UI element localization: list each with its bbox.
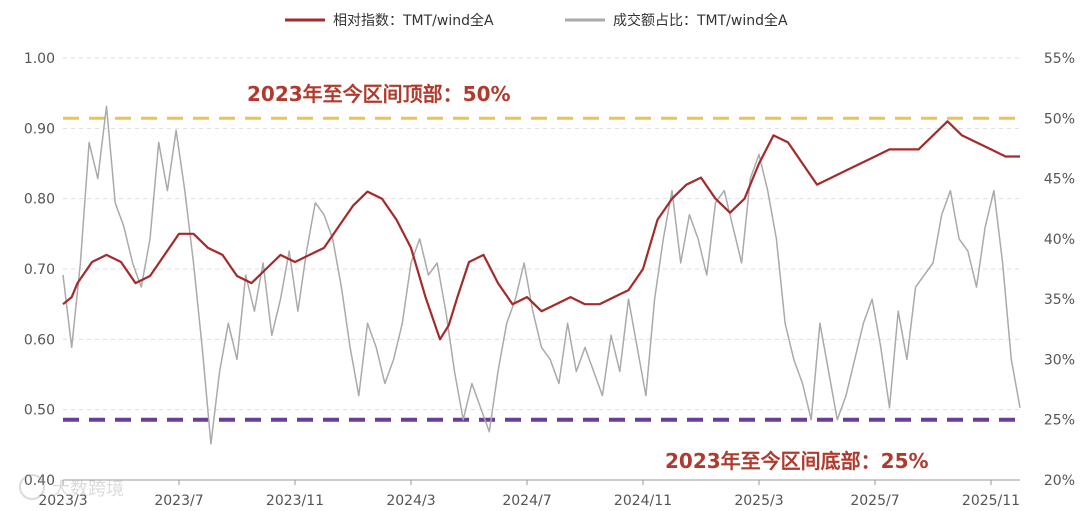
y-left-tick-label: 0.70 [24, 262, 55, 278]
x-tick-label: 2023/7 [154, 493, 203, 509]
x-tick-label: 2024/7 [502, 493, 551, 509]
y-right-tick-label: 45% [1044, 172, 1075, 188]
series-turnover-share [62, 105, 1021, 445]
y-right-tick-label: 35% [1044, 292, 1075, 308]
axes: 0.40 0.50 0.60 0.70 0.80 0.90 1.00 20% 25% 30% 35%… [24, 51, 1075, 509]
watermark: 大数跨境 [19, 474, 124, 500]
y-right-tick-label: 50% [1044, 111, 1075, 127]
y-right-tick-label: 20% [1044, 473, 1075, 489]
series-line [62, 105, 1021, 445]
x-tick-label: 2025/7 [850, 493, 899, 509]
y-right-tick-label: 30% [1044, 352, 1075, 368]
y-left-tick-label: 0.90 [24, 121, 55, 137]
x-tick-label: 2025/11 [962, 493, 1020, 509]
x-tick-label: 2024/3 [386, 493, 435, 509]
legend-label: 相对指数：TMT/wind全A [333, 12, 494, 29]
y-left-tick-label: 0.50 [24, 403, 55, 419]
reference-lines [63, 116, 1020, 422]
series-relative-index [62, 120, 1020, 341]
y-right-tick-label: 40% [1044, 232, 1075, 248]
y-left-tick-label: 0.60 [24, 332, 55, 348]
grid [63, 57, 1020, 481]
x-tick-label: 2023/11 [266, 493, 324, 509]
y-left-tick-label: 1.00 [24, 51, 55, 67]
annotation-bottom-label: 2023年至今区间底部：25% [665, 449, 929, 473]
watermark-text: 大数跨境 [52, 479, 124, 500]
series-line [62, 120, 1020, 341]
x-tick-label: 2024/11 [614, 493, 672, 509]
annotation-top-label: 2023年至今区间顶部：50% [247, 82, 511, 106]
legend: 相对指数：TMT/wind全A 成交额占比：TMT/wind全A [285, 12, 788, 29]
x-tick-label: 2025/3 [734, 493, 783, 509]
x-tick-label: 2023/3 [38, 493, 87, 509]
watermark-logo-icon [19, 474, 45, 500]
y-right-tick-label: 25% [1044, 413, 1075, 429]
y-right-tick-label: 55% [1044, 51, 1075, 67]
legend-label: 成交额占比：TMT/wind全A [613, 12, 788, 29]
y-left-tick-label: 0.40 [24, 473, 55, 489]
y-left-tick-label: 0.80 [24, 192, 55, 208]
